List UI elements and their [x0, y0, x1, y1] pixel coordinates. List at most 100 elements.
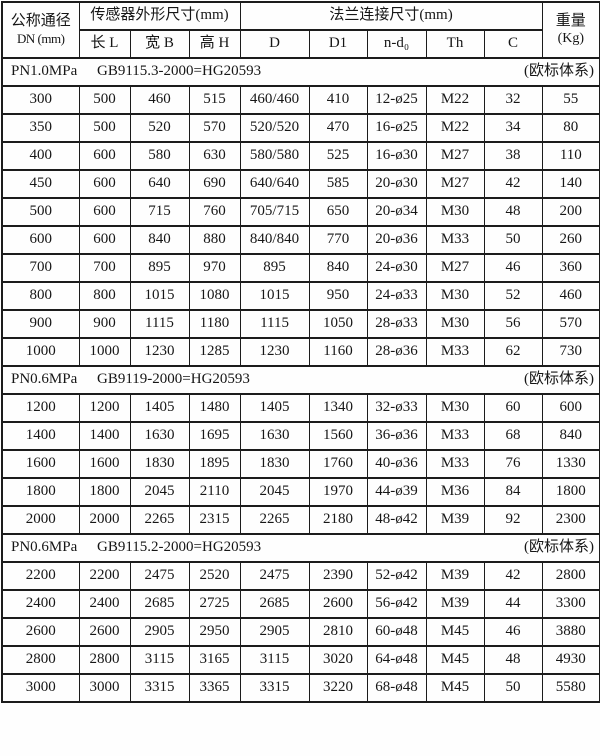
cell-width-b: 1230	[129, 337, 190, 367]
header-col-length-l: 长 L	[78, 29, 131, 59]
cell-n-d0: 20-ø34	[366, 197, 427, 227]
table-row: 1000 1000 1230 1285 1230 1160 28-ø36 M33 62 730	[1, 337, 600, 367]
cell-dn: 800	[1, 281, 80, 311]
cell-c: 92	[483, 505, 543, 535]
cell-d1: 410	[308, 85, 368, 115]
cell-dn: 900	[1, 309, 80, 339]
cell-height-h: 2725	[188, 589, 241, 619]
cell-d: 3115	[239, 645, 310, 675]
cell-dn: 700	[1, 253, 80, 283]
header-row-columns: 长 L 宽 B 高 H D D1 n-d₀ Th C	[2, 29, 600, 59]
cell-width-b: 3115	[129, 645, 190, 675]
cell-d: 840/840	[239, 225, 310, 255]
header-dn-title: 公称通径	[10, 12, 71, 29]
cell-width-b: 840	[129, 225, 190, 255]
cell-length-l: 1000	[78, 337, 131, 367]
cell-d: 3315	[239, 673, 310, 703]
cell-height-h: 570	[188, 113, 241, 143]
cell-weight: 140	[541, 169, 600, 199]
table-body: PN1.0MPa GB9115.3-2000=HG20593 (欧标体系) 30…	[1, 57, 600, 703]
cell-th: M30	[425, 393, 485, 423]
cell-c: 46	[483, 253, 543, 283]
cell-width-b: 1630	[129, 421, 190, 451]
table-row: 2400 2400 2685 2725 2685 2600 56-ø42 M39 44 3300	[1, 589, 600, 619]
cell-c: 50	[483, 225, 543, 255]
cell-dn: 500	[1, 197, 80, 227]
cell-n-d0: 12-ø25	[366, 85, 427, 115]
cell-width-b: 2905	[129, 617, 190, 647]
header-row-groups: 公称通径 DN (mm) 传感器外形尺寸(mm) 法兰连接尺寸(mm) 重量 (…	[1, 1, 600, 59]
cell-th: M33	[425, 449, 485, 479]
cell-n-d0: 20-ø30	[366, 169, 427, 199]
cell-n-d0: 64-ø48	[366, 645, 427, 675]
cell-height-h: 1180	[188, 309, 241, 339]
cell-th: M27	[425, 141, 485, 171]
cell-d: 460/460	[239, 85, 310, 115]
cell-c: 76	[483, 449, 543, 479]
standard-code-label: GB9115.3-2000=HG20593	[97, 63, 262, 80]
cell-weight: 600	[541, 393, 600, 423]
cell-d1: 585	[308, 169, 368, 199]
cell-d: 2475	[239, 561, 310, 591]
cell-d: 1015	[239, 281, 310, 311]
cell-weight: 730	[541, 337, 600, 367]
cell-weight: 3300	[541, 589, 600, 619]
cell-th: M33	[425, 337, 485, 367]
table-row: 400 600 580 630 580/580 525 16-ø30 M27 38 110	[1, 141, 600, 171]
cell-n-d0: 28-ø33	[366, 309, 427, 339]
header-dn-subtitle: DN (mm)	[17, 31, 65, 47]
table-row: 350 500 520 570 520/520 470 16-ø25 M22 34 80	[1, 113, 600, 143]
cell-dn: 2400	[1, 589, 80, 619]
cell-length-l: 600	[78, 225, 131, 255]
header-weight-unit: (Kg)	[557, 31, 585, 47]
cell-dn: 300	[1, 85, 80, 115]
cell-d: 1115	[239, 309, 310, 339]
standard-system-note: (欧标体系)	[524, 371, 595, 388]
cell-c: 68	[483, 421, 543, 451]
cell-weight: 260	[541, 225, 600, 255]
cell-height-h: 1480	[188, 393, 241, 423]
cell-weight: 840	[541, 421, 600, 451]
cell-length-l: 2000	[78, 505, 131, 535]
cell-d: 520/520	[239, 113, 310, 143]
cell-length-l: 2800	[78, 645, 131, 675]
cell-d: 1230	[239, 337, 310, 367]
cell-th: M30	[425, 197, 485, 227]
cell-weight: 55	[541, 85, 600, 115]
cell-n-d0: 36-ø36	[366, 421, 427, 451]
cell-height-h: 515	[188, 85, 241, 115]
cell-dn: 2800	[1, 645, 80, 675]
pressure-rating-label: PN0.6MPa	[11, 539, 78, 556]
cell-height-h: 3165	[188, 645, 241, 675]
cell-dn: 1400	[1, 421, 80, 451]
cell-dn: 1800	[1, 477, 80, 507]
cell-weight: 110	[541, 141, 600, 171]
cell-n-d0: 56-ø42	[366, 589, 427, 619]
cell-dn: 3000	[1, 673, 80, 703]
cell-length-l: 800	[78, 281, 131, 311]
cell-d: 2265	[239, 505, 310, 535]
cell-d1: 1050	[308, 309, 368, 339]
cell-d1: 2810	[308, 617, 368, 647]
cell-width-b: 1015	[129, 281, 190, 311]
cell-d: 2045	[239, 477, 310, 507]
header-weight-title: 重量	[555, 12, 586, 29]
cell-n-d0: 48-ø42	[366, 505, 427, 535]
table-row: 900 900 1115 1180 1115 1050 28-ø33 M30 56 570	[1, 309, 600, 339]
header-col-width-b: 宽 B	[129, 29, 190, 59]
section-header-cell: PN0.6MPa GB9119-2000=HG20593 (欧标体系)	[1, 365, 600, 395]
cell-th: M33	[425, 421, 485, 451]
table-row: 1400 1400 1630 1695 1630 1560 36-ø36 M33 68 840	[1, 421, 600, 451]
cell-width-b: 1115	[129, 309, 190, 339]
header-col-d: D	[239, 29, 310, 59]
cell-d1: 840	[308, 253, 368, 283]
cell-length-l: 1400	[78, 421, 131, 451]
pressure-rating-label: PN0.6MPa	[11, 371, 78, 388]
standard-code-label: GB9115.2-2000=HG20593	[97, 539, 262, 556]
cell-d1: 525	[308, 141, 368, 171]
cell-c: 46	[483, 617, 543, 647]
section-header-row: PN1.0MPa GB9115.3-2000=HG20593 (欧标体系)	[1, 57, 600, 87]
cell-d1: 1970	[308, 477, 368, 507]
cell-width-b: 520	[129, 113, 190, 143]
cell-length-l: 900	[78, 309, 131, 339]
